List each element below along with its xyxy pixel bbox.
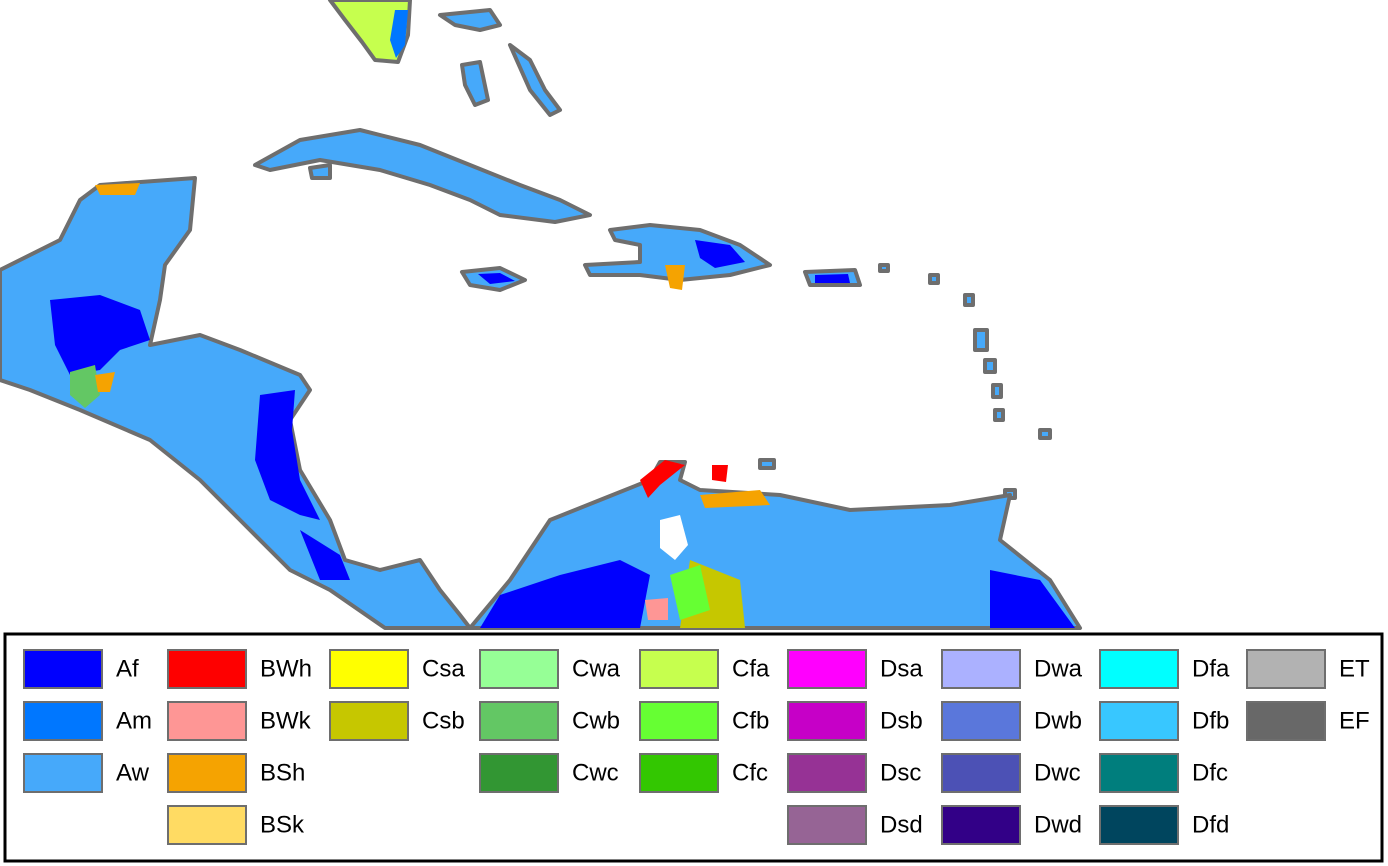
legend-label: ET bbox=[1339, 655, 1370, 682]
af-zone bbox=[478, 273, 515, 284]
legend-label: Dwc bbox=[1034, 759, 1081, 786]
af-zone bbox=[480, 560, 650, 628]
legend-swatch bbox=[941, 753, 1021, 793]
legend-swatch bbox=[787, 649, 867, 689]
legend-label: Dwd bbox=[1034, 811, 1082, 838]
legend-label: Dfd bbox=[1192, 811, 1229, 838]
legend-label: Af bbox=[116, 655, 139, 682]
legend-swatch bbox=[1099, 649, 1179, 689]
legend-label: Dsc bbox=[880, 759, 921, 786]
legend-label: EF bbox=[1339, 707, 1370, 734]
bsh-zone bbox=[700, 490, 770, 508]
bsh-zone bbox=[665, 265, 685, 290]
island bbox=[308, 163, 332, 180]
island bbox=[460, 60, 490, 107]
legend-swatch bbox=[941, 649, 1021, 689]
legend-swatch bbox=[1246, 701, 1326, 741]
legend-swatch bbox=[23, 649, 103, 689]
bwk-zone bbox=[645, 598, 668, 620]
legend-swatch bbox=[787, 805, 867, 845]
af-zone bbox=[990, 570, 1075, 628]
legend-swatch bbox=[639, 701, 719, 741]
legend-label: Aw bbox=[116, 759, 150, 786]
map bbox=[0, 0, 1082, 630]
bwh-zone bbox=[712, 465, 728, 482]
legend-swatch bbox=[23, 701, 103, 741]
legend-swatch bbox=[479, 649, 559, 689]
af-zone bbox=[50, 295, 150, 375]
legend-label: Dfb bbox=[1192, 707, 1229, 734]
legend-swatch bbox=[479, 753, 559, 793]
af-zone bbox=[695, 240, 745, 268]
legend-label: Dwa bbox=[1034, 655, 1083, 682]
legend-swatch bbox=[941, 805, 1021, 845]
lake bbox=[660, 515, 688, 560]
legend-label: Dsb bbox=[880, 707, 923, 734]
cfb-zone bbox=[670, 565, 710, 620]
bsh-zone bbox=[95, 372, 115, 392]
legend-label: BSk bbox=[260, 811, 305, 838]
florida-tip bbox=[390, 10, 408, 58]
legend-swatch bbox=[787, 753, 867, 793]
legend-label: BSh bbox=[260, 759, 305, 786]
legend-label: Csa bbox=[422, 655, 465, 682]
central-america bbox=[0, 176, 472, 630]
legend-label: Am bbox=[116, 707, 152, 734]
legend-swatch bbox=[329, 701, 409, 741]
legend-swatch bbox=[167, 649, 247, 689]
bsh-zone bbox=[95, 183, 140, 195]
legend-swatch bbox=[639, 753, 719, 793]
af-zone bbox=[300, 530, 350, 580]
legend-swatch bbox=[639, 649, 719, 689]
legend-swatch bbox=[167, 805, 247, 845]
legend-label: Csb bbox=[422, 707, 465, 734]
legend-label: BWh bbox=[260, 655, 312, 682]
legend-label: Cwc bbox=[572, 759, 619, 786]
cwb-zone bbox=[70, 365, 100, 408]
af-zone bbox=[255, 390, 320, 520]
legend-label: Dfc bbox=[1192, 759, 1228, 786]
legend-swatch bbox=[941, 701, 1021, 741]
cuba bbox=[253, 128, 592, 224]
legend-label: Cwb bbox=[572, 707, 620, 734]
legend-label: BWk bbox=[260, 707, 312, 734]
legend-swatch bbox=[167, 701, 247, 741]
legend-label: Cfb bbox=[732, 707, 769, 734]
bwh-zone bbox=[640, 460, 685, 498]
af-zone bbox=[815, 274, 850, 283]
legend-label: Dwb bbox=[1034, 707, 1082, 734]
legend-label: Dsa bbox=[880, 655, 923, 682]
legend-swatch bbox=[329, 649, 409, 689]
legend-swatch bbox=[167, 753, 247, 793]
legend-swatch bbox=[1246, 649, 1326, 689]
florida bbox=[328, 0, 412, 64]
legend-label: Cfa bbox=[732, 655, 770, 682]
legend-swatch bbox=[1099, 805, 1179, 845]
island bbox=[438, 8, 502, 32]
legend-swatch bbox=[479, 701, 559, 741]
legend-label: Dfa bbox=[1192, 655, 1230, 682]
legend-label: Cwa bbox=[572, 655, 621, 682]
legend-swatch bbox=[23, 753, 103, 793]
legend-swatch bbox=[787, 701, 867, 741]
legend-label: Dsd bbox=[880, 811, 923, 838]
legend: Af Am Aw BWh BWk BSh BSk Csa Csb Cwa Cwb Cwc Cfa Cfb C… bbox=[23, 649, 1370, 845]
island bbox=[508, 43, 562, 117]
lesser-antilles bbox=[758, 263, 1052, 500]
legend-swatch bbox=[1099, 753, 1179, 793]
legend-swatch bbox=[1099, 701, 1179, 741]
legend-label: Cfc bbox=[732, 759, 768, 786]
